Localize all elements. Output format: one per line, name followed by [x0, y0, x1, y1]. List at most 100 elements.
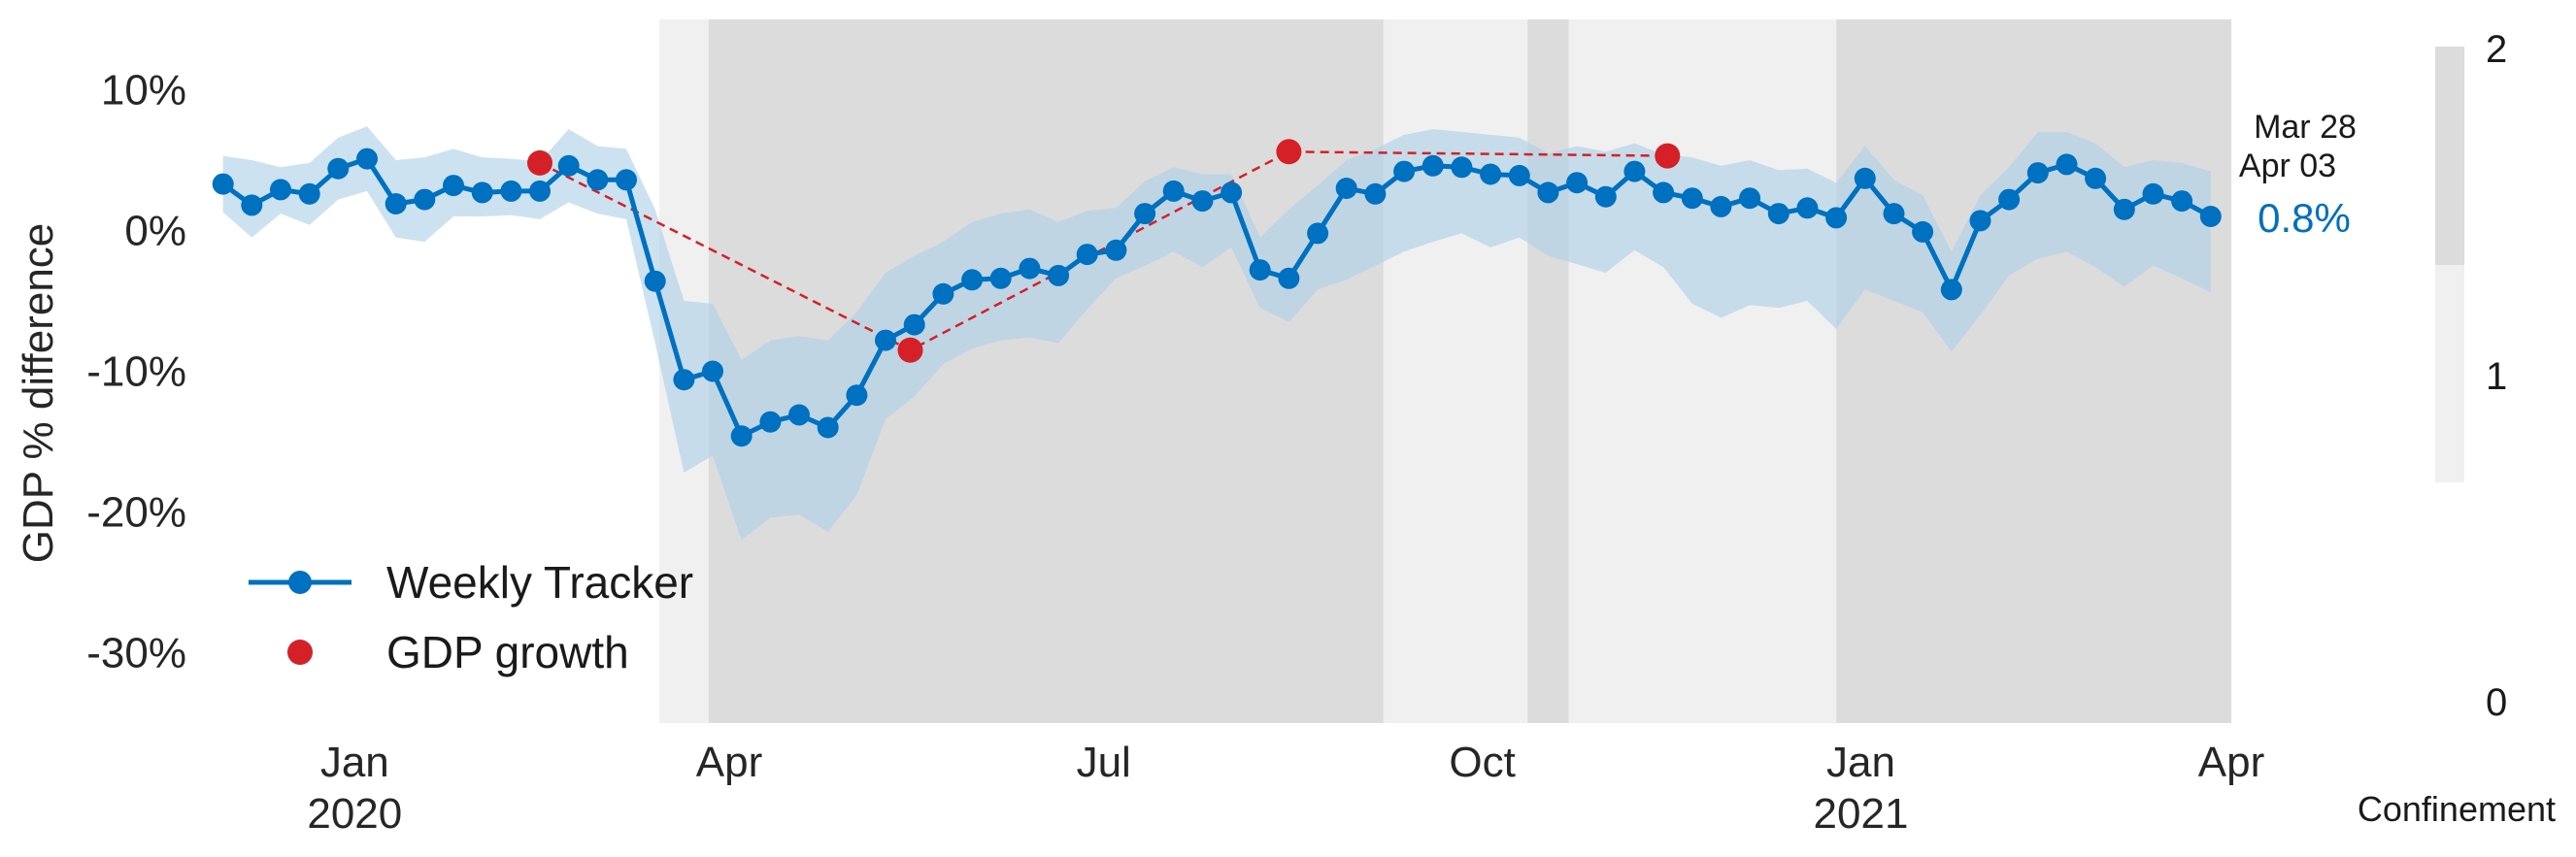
colorbar-label-0: 0 [2486, 681, 2507, 724]
confinement-period-3 [1383, 19, 1528, 723]
x-tick-label: Apr [696, 739, 762, 786]
last-week-start-label: Mar 28 [2254, 109, 2357, 146]
tracker-point-50 [1623, 160, 1646, 182]
confinement-period-5 [1568, 19, 1837, 723]
tracker-point-23 [846, 384, 868, 407]
gdp-point-2 [897, 337, 923, 363]
legend-tracker-label: Weekly Tracker [386, 557, 693, 608]
tracker-point-60 [1912, 220, 1934, 243]
tracker-band-area [222, 126, 2211, 541]
tracker-point-62 [1969, 210, 1991, 232]
tracker-point-5 [327, 157, 350, 180]
tracker-point-46 [1508, 164, 1530, 186]
tracker-point-56 [1796, 197, 1819, 219]
x-tick-label: Jan [320, 739, 389, 786]
tracker-point-28 [989, 267, 1012, 289]
confinement-colorbar: 2 1 0 Confinement [2358, 28, 2556, 829]
tracker-point-59 [1883, 203, 1905, 225]
gdp-point-3 [1276, 139, 1302, 165]
tracker-point-20 [759, 411, 782, 433]
x-tick-label: Apr [2198, 739, 2264, 786]
tracker-uncertainty-band [222, 126, 2211, 541]
tracker-point-31 [1076, 244, 1098, 266]
tracker-point-34 [1162, 180, 1185, 202]
y-axis-label: GDP % difference [15, 223, 62, 564]
tracker-point-61 [1940, 279, 1962, 301]
colorbar-label-1: 1 [2486, 355, 2507, 398]
tracker-point-45 [1480, 163, 1502, 185]
tracker-point-1 [212, 173, 234, 195]
tracker-point-47 [1537, 181, 1559, 204]
y-axis-ticks: 10% 0% -10% -20% -30% [86, 67, 186, 677]
tracker-point-68 [2142, 182, 2164, 205]
x-tick-label: Oct [1449, 739, 1515, 786]
tracker-point-10 [471, 181, 493, 204]
tracker-point-69 [2171, 190, 2193, 213]
tracker-point-15 [616, 169, 637, 191]
x-tick-label: Jul [1077, 739, 1131, 786]
tracker-point-21 [788, 404, 810, 426]
y-tick-label: -10% [86, 348, 186, 396]
colorbar-title: Confinement [2358, 789, 2556, 829]
tracker-point-48 [1566, 172, 1589, 194]
tracker-point-54 [1739, 187, 1761, 210]
tracker-point-27 [961, 269, 984, 291]
legend-gdp-marker [287, 640, 313, 665]
tracker-point-63 [1998, 188, 2021, 211]
tracker-point-3 [270, 179, 291, 201]
tracker-point-19 [730, 425, 753, 447]
y-tick-label: 10% [101, 67, 186, 115]
tracker-point-7 [385, 193, 407, 214]
tracker-point-6 [356, 148, 378, 170]
tracker-point-17 [673, 369, 695, 391]
legend-gdp-label: GDP growth [386, 627, 629, 677]
tracker-line [221, 156, 2212, 439]
tracker-point-52 [1681, 187, 1703, 210]
last-week-end-label: Apr 03 [2239, 148, 2336, 184]
x-tick-label: Jan [1826, 739, 1895, 786]
tracker-point-13 [557, 154, 580, 177]
tracker-point-24 [875, 329, 896, 351]
tracker-point-8 [414, 188, 436, 211]
tracker-point-57 [1825, 207, 1848, 229]
tracker-point-43 [1422, 154, 1444, 177]
tracker-point-12 [529, 180, 551, 202]
tracker-point-37 [1249, 259, 1271, 281]
last-value-label: 0.8% [2258, 195, 2351, 241]
tracker-point-22 [817, 416, 839, 439]
x-tick-year-label: 2020 [307, 790, 402, 838]
tracker-point-67 [2113, 198, 2135, 220]
gdp-point-4 [1655, 143, 1681, 169]
tracker-point-70 [2199, 206, 2222, 227]
x-tick-year-label: 2021 [1814, 790, 1909, 838]
tracker-point-36 [1221, 181, 1243, 204]
tracker-point-58 [1854, 167, 1876, 189]
y-tick-label: -30% [86, 630, 186, 677]
tracker-point-29 [1019, 257, 1041, 280]
confinement-period-6 [1836, 19, 2231, 723]
colorbar-level-1 [2435, 265, 2464, 482]
tracker-point-65 [2056, 153, 2078, 176]
tracker-point-51 [1653, 181, 1675, 204]
tracker-point-49 [1594, 185, 1617, 208]
tracker-point-4 [298, 182, 320, 205]
legend: Weekly Tracker GDP growth [249, 557, 693, 677]
tracker-point-14 [586, 169, 609, 191]
tracker-point-11 [500, 180, 522, 202]
y-tick-label: 0% [124, 208, 186, 255]
y-tick-label: -20% [86, 489, 186, 537]
tracker-point-16 [644, 270, 666, 292]
tracker-point-9 [443, 175, 464, 197]
tracker-point-39 [1307, 222, 1329, 245]
tracker-point-44 [1451, 156, 1473, 179]
tracker-point-33 [1134, 203, 1156, 225]
tracker-point-64 [2026, 162, 2049, 184]
colorbar-label-2: 2 [2486, 28, 2507, 71]
tracker-point-38 [1278, 267, 1300, 289]
tracker-point-30 [1048, 264, 1070, 286]
tracker-point-35 [1191, 190, 1214, 213]
tracker-point-32 [1105, 239, 1127, 261]
legend-tracker-marker [288, 571, 312, 594]
